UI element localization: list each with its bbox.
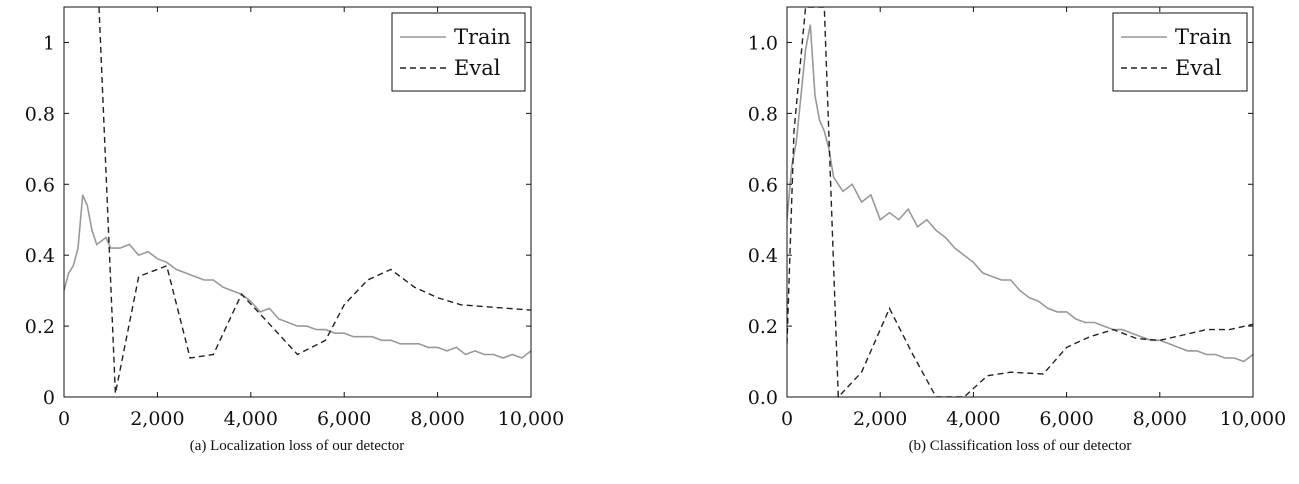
legend-box bbox=[1112, 12, 1248, 92]
x-tick-label: 4,000 bbox=[946, 408, 1000, 430]
x-tick-label: 6,000 bbox=[1039, 408, 1093, 430]
x-tick-label: 6,000 bbox=[317, 408, 371, 430]
caption-a: (a) Localization loss of our detector bbox=[189, 438, 405, 454]
legend-label-train: Train bbox=[454, 25, 511, 49]
legend: Train Eval bbox=[391, 12, 526, 92]
x-tick-label: 0 bbox=[781, 408, 793, 430]
y-tick-label: 0.4 bbox=[25, 245, 55, 267]
y-tick-label: 0.6 bbox=[748, 174, 778, 196]
y-tick-label: 0.8 bbox=[25, 103, 55, 125]
y-tick-label: 0.6 bbox=[25, 174, 55, 196]
legend: Train Eval bbox=[1112, 12, 1248, 92]
x-tick-label: 2,000 bbox=[853, 408, 907, 430]
x-tick-label: 8,000 bbox=[1133, 408, 1187, 430]
legend-label-eval: Eval bbox=[1175, 56, 1222, 80]
legend-box bbox=[391, 12, 526, 92]
series-train-line bbox=[64, 194, 531, 359]
y-tick-label: 1.0 bbox=[748, 32, 778, 54]
x-tick-label: 0 bbox=[58, 408, 70, 430]
y-tick-label: 0.8 bbox=[748, 103, 778, 125]
y-tick-label: 0.0 bbox=[748, 387, 778, 409]
plot-frame bbox=[63, 6, 532, 398]
y-tick-label: 0.4 bbox=[748, 245, 778, 267]
legend-label-train: Train bbox=[1175, 25, 1232, 49]
x-tick-label: 10,000 bbox=[1220, 408, 1286, 430]
y-tick-label: 0.2 bbox=[25, 316, 55, 338]
y-tick-label: 1 bbox=[43, 32, 55, 54]
x-tick-label: 4,000 bbox=[224, 408, 278, 430]
series-eval-line bbox=[98, 7, 531, 394]
plot-frame bbox=[786, 6, 1254, 398]
chart-a: 0 2,000 4,000 6,000 8,000 10,000 0 0.2 0.4 0.6 0.8… bbox=[25, 6, 564, 430]
y-tick-label: 0.2 bbox=[748, 316, 778, 338]
chart-b: 0 2,000 4,000 6,000 8,000 10,000 0.0 0.2 0.4 0.6 0… bbox=[748, 6, 1286, 430]
caption-b: (b) Classification loss of our detector bbox=[908, 438, 1132, 454]
y-tick-label: 0 bbox=[43, 387, 55, 409]
x-tick-label: 8,000 bbox=[410, 408, 464, 430]
x-tick-label: 10,000 bbox=[498, 408, 564, 430]
legend-label-eval: Eval bbox=[454, 56, 501, 80]
x-tick-label: 2,000 bbox=[130, 408, 184, 430]
